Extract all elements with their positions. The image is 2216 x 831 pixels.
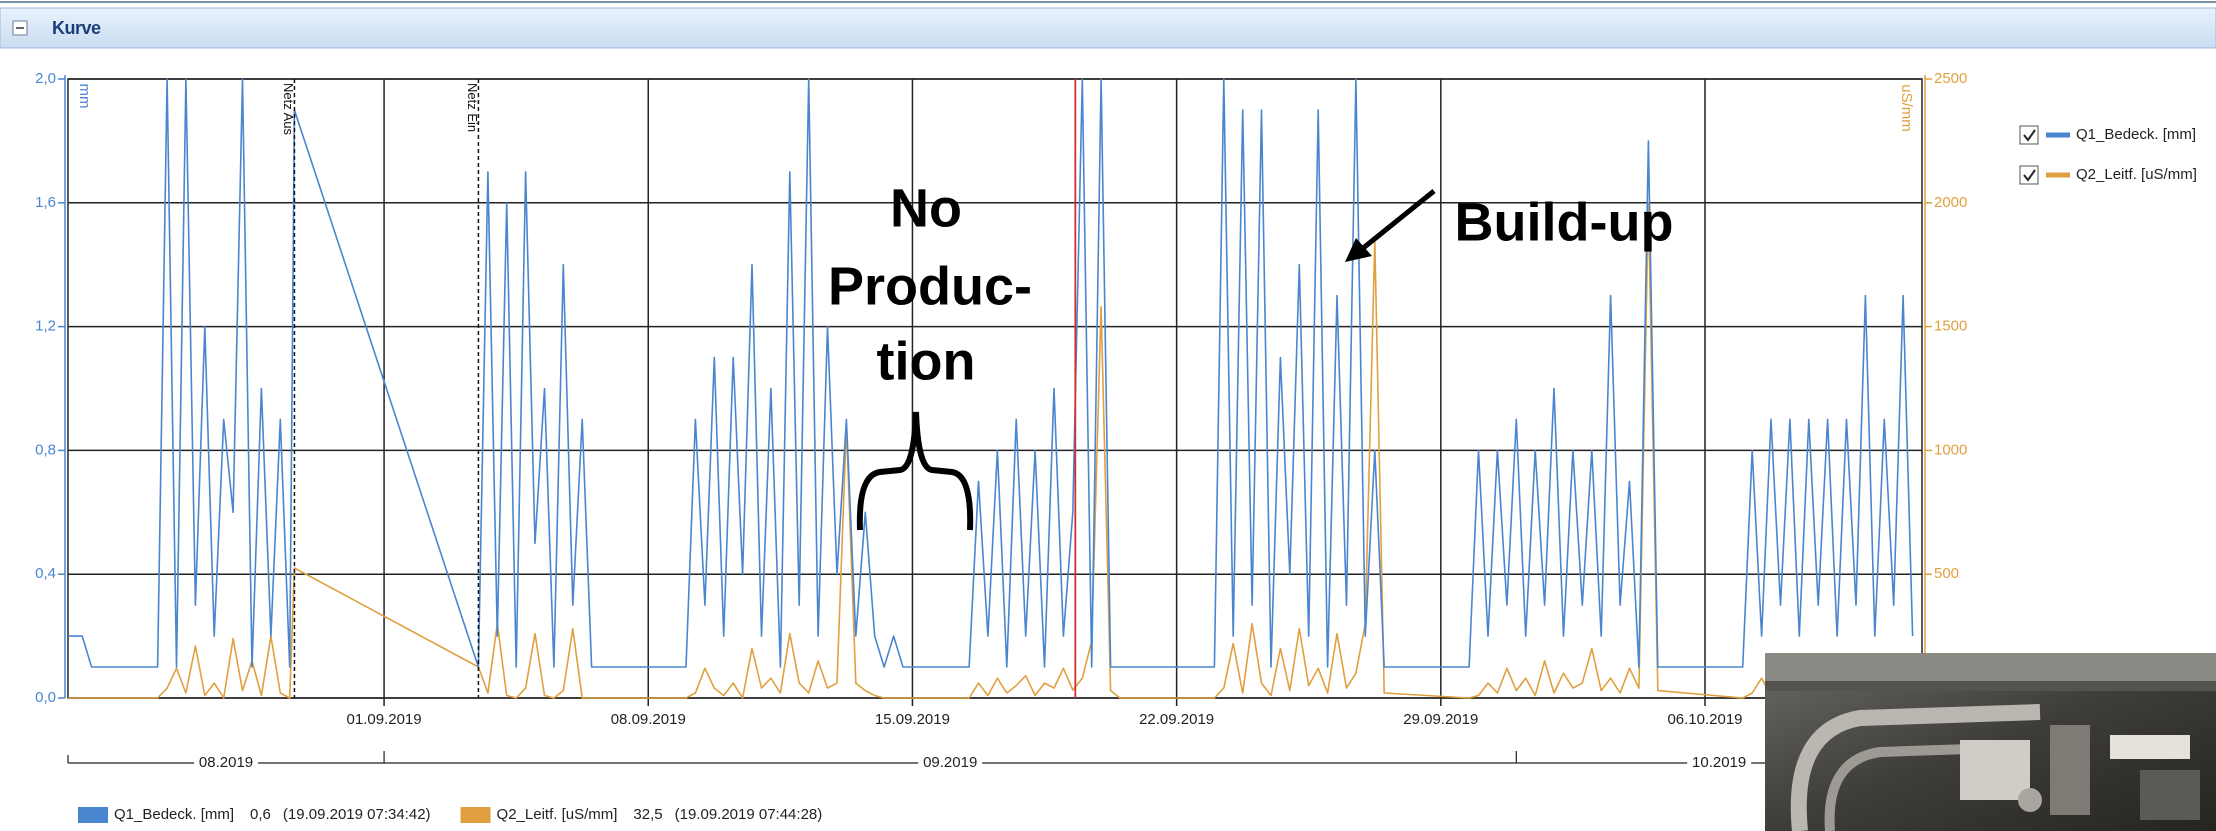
month-label-bg <box>918 753 983 773</box>
y-tick-label: 0,4 <box>35 565 56 582</box>
event-label: Netz Ein <box>465 83 480 132</box>
month-label: 10.2019 <box>1692 754 1746 771</box>
x-tick-label: 08.09.2019 <box>611 711 686 728</box>
labels: 0,0 0,4 0,8 1,2 1,6 2,0 mm 500 1000 1500 2000 2500 u… <box>35 70 1967 773</box>
readout: Q1_Bedeck. [mm] 0,6 (19.09.2019 07:34:42) Q… <box>78 806 822 823</box>
checkbox-check[interactable] <box>2023 169 2036 182</box>
annotation-text: No <box>890 178 962 238</box>
readout-time: (19.09.2019 07:44:28) <box>675 806 823 823</box>
x-tick-label: 01.09.2019 <box>347 711 422 728</box>
y-tick-label: 0,0 <box>35 689 56 706</box>
readout-value: 0,6 <box>250 806 271 823</box>
y2-axis-label: uS/mm <box>1898 84 1915 132</box>
arrow-head <box>1345 238 1372 262</box>
header-bar <box>0 7 2216 49</box>
x-tick-label: 29.09.2019 <box>1403 711 1478 728</box>
x-tick-label: 22.09.2019 <box>1139 711 1214 728</box>
legend-label: Q1_Bedeck. [mm] <box>2076 126 2196 143</box>
y2-tick-label: 500 <box>1934 565 1959 582</box>
y2-tick-label: 2500 <box>1934 70 1967 87</box>
legend-label: Q2_Leitf. [uS/mm] <box>2076 166 2197 183</box>
y-tick-label: 1,6 <box>35 194 56 211</box>
marks <box>68 78 1914 699</box>
checkbox-box[interactable] <box>2019 165 2039 185</box>
y2-tick-label: 1000 <box>1934 441 1967 458</box>
checkbox-check[interactable] <box>2023 129 2036 142</box>
annotation-text: Build-up <box>1455 192 1674 252</box>
brace <box>856 411 974 531</box>
annotation-build-up: Build-up <box>1345 189 1674 262</box>
readout-swatch <box>78 807 108 823</box>
x-tick-label: 06.10.2019 <box>1667 711 1742 728</box>
month-label-bg <box>1687 753 1752 773</box>
annotation-text: tion <box>877 331 976 391</box>
month-label: 09.2019 <box>923 754 977 771</box>
readout-name: Q1_Bedeck. [mm] <box>114 806 234 823</box>
legend-checkbox[interactable] <box>2019 125 2039 145</box>
collapse-button[interactable] <box>12 20 28 36</box>
month-label: 08.2019 <box>199 754 253 771</box>
y-tick-label: 0,8 <box>35 441 56 458</box>
x-tick-label: 15.09.2019 <box>875 711 950 728</box>
y-tick-label: 1,2 <box>35 318 56 335</box>
annotation-no-production: No Produc- tion <box>828 178 1032 531</box>
grid <box>58 75 1932 764</box>
y-axis-label: mm <box>76 84 93 109</box>
header-title: Kurve <box>52 18 101 38</box>
event-label: Netz Aus <box>281 83 296 136</box>
arrow-shaft <box>1360 189 1436 251</box>
month-label-bg <box>194 753 259 773</box>
legend: Q1_Bedeck. [mm] Q2_Leitf. [uS/mm] <box>2019 125 2197 185</box>
readout-time: (19.09.2019 07:34:42) <box>283 806 431 823</box>
readout-name: Q2_Leitf. [uS/mm] <box>497 806 618 823</box>
y2-tick-label: 2000 <box>1934 194 1967 211</box>
photo <box>1765 653 2216 831</box>
checkbox-box[interactable] <box>2019 125 2039 145</box>
legend-checkbox[interactable] <box>2019 165 2039 185</box>
readout-value: 32,5 <box>633 806 662 823</box>
readout-swatch <box>460 807 491 823</box>
annotation-text: Produc- <box>828 256 1032 316</box>
series-line <box>68 78 1914 668</box>
y-tick-label: 2,0 <box>35 70 56 87</box>
y2-tick-label: 1500 <box>1934 318 1967 335</box>
